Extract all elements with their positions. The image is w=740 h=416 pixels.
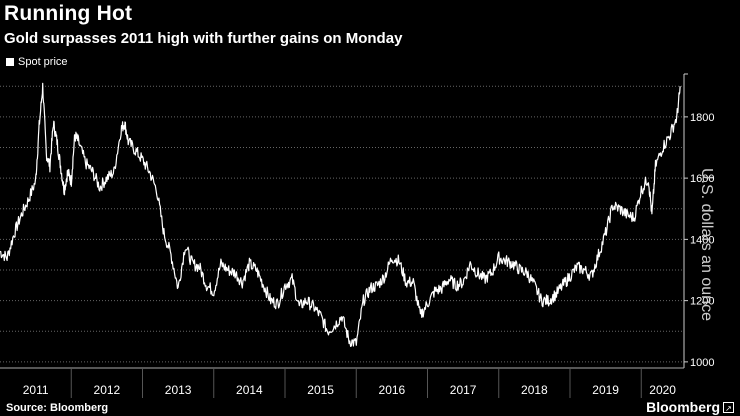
x-tick-label: 2013	[165, 383, 192, 397]
brand-logo: Bloomberg	[646, 399, 720, 415]
external-link-icon[interactable]: ↗	[723, 402, 734, 413]
y-tick-label: 1400	[690, 234, 714, 246]
x-tick-label: 2016	[379, 383, 406, 397]
x-tick-label: 2012	[94, 383, 121, 397]
y-tick-label: 1200	[690, 296, 714, 308]
x-tick-label: 2017	[450, 383, 477, 397]
y-tick-label: 1600	[690, 173, 714, 185]
legend-swatch	[6, 58, 14, 66]
legend: Spot price	[6, 56, 68, 68]
x-tick-label: 2011	[23, 383, 49, 397]
chart-title: Running Hot	[4, 2, 133, 25]
legend-label: Spot price	[18, 56, 68, 68]
x-tick-label: 2019	[592, 383, 619, 397]
x-tick-label: 2018	[521, 383, 548, 397]
x-tick-label: 2015	[307, 383, 334, 397]
y-tick-label: 1800	[690, 112, 714, 124]
series-line-spot-price	[0, 82, 681, 347]
x-tick-label: 2020	[649, 383, 676, 397]
chart-subtitle: Gold surpasses 2011 high with further ga…	[4, 30, 403, 47]
source-note: Source: Bloomberg	[6, 402, 109, 414]
y-axis-title: U.S. dollars an ounce	[698, 168, 715, 321]
x-tick-label: 2014	[236, 383, 263, 397]
y-tick-label: 1000	[690, 357, 714, 369]
